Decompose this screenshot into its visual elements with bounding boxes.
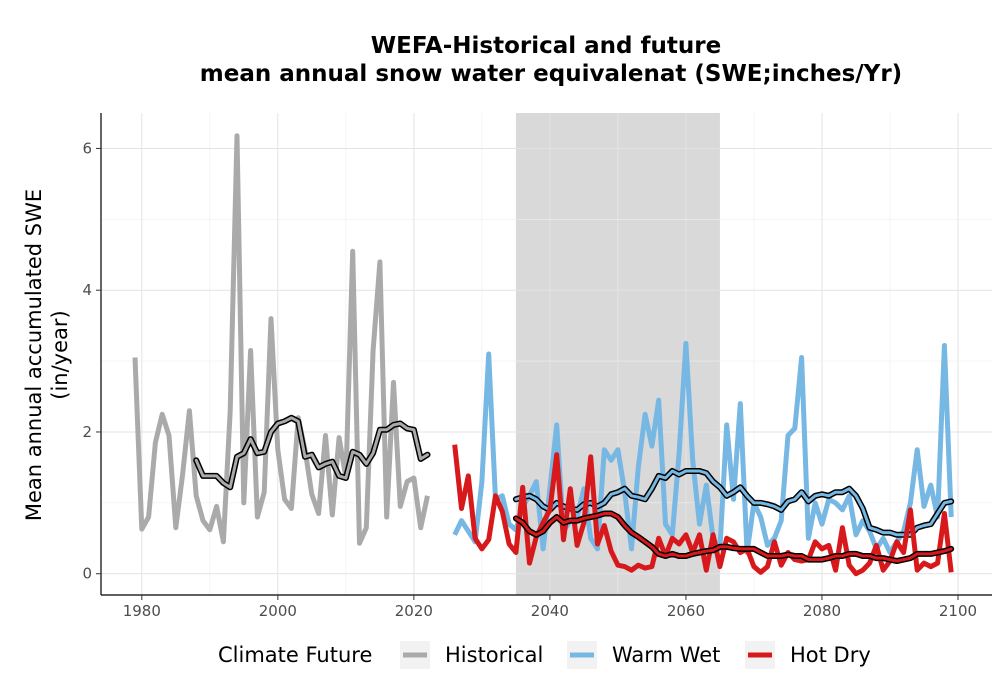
series-warm-wet-smoothed (512, 468, 955, 538)
y-tick-label: 2 (82, 423, 92, 441)
series-historical-smoothed (193, 414, 431, 491)
legend-item-historical[interactable]: Historical (400, 641, 543, 669)
series-historical (132, 133, 430, 546)
legend-label-warm-wet: Warm Wet (612, 643, 720, 667)
legend-item-hot-dry[interactable]: Hot Dry (745, 641, 871, 669)
x-tick-label: 2100 (939, 602, 977, 620)
y-axis-title-line1: Mean annual accumulated SWE (22, 189, 46, 521)
legend: Climate Future Historical Warm Wet Hot D… (218, 641, 871, 669)
legend-item-warm-wet[interactable]: Warm Wet (567, 641, 720, 669)
axes-layer (100, 113, 992, 596)
x-tick-label: 2020 (395, 602, 433, 620)
series-line-historical (132, 133, 430, 546)
series-layer (132, 133, 955, 577)
x-tick-label: 2040 (531, 602, 569, 620)
series-line-hot-dry-smoothed (514, 512, 953, 563)
y-tick-label: 0 (82, 565, 92, 583)
series-line-historical-smoothed (194, 416, 429, 489)
x-tick-label: 2000 (259, 602, 297, 620)
legend-title: Climate Future (218, 643, 372, 667)
legend-label-hot-dry: Hot Dry (790, 643, 871, 667)
series-line-warm-wet-smoothed (514, 469, 953, 537)
y-tick-label: 4 (82, 281, 92, 299)
x-tick-label: 2080 (803, 602, 841, 620)
tick-labels-layer: 1980 2000 2020 2040 2060 2080 2100 0 2 4 6 (82, 139, 977, 620)
series-hot-dry-smoothed (512, 510, 955, 564)
y-axis-title: Mean annual accumulated SWE (in/year) (22, 189, 72, 521)
y-axis-title-line2: (in/year) (48, 310, 72, 399)
chart-title-line1: WEFA-Historical and future (371, 33, 721, 59)
x-tick-label: 2060 (667, 602, 705, 620)
chart-title-line2: mean annual snow water equivalenat (SWE;… (200, 61, 902, 87)
y-tick-label: 6 (82, 139, 92, 157)
legend-label-historical: Historical (445, 643, 543, 667)
x-tick-label: 1980 (123, 602, 161, 620)
